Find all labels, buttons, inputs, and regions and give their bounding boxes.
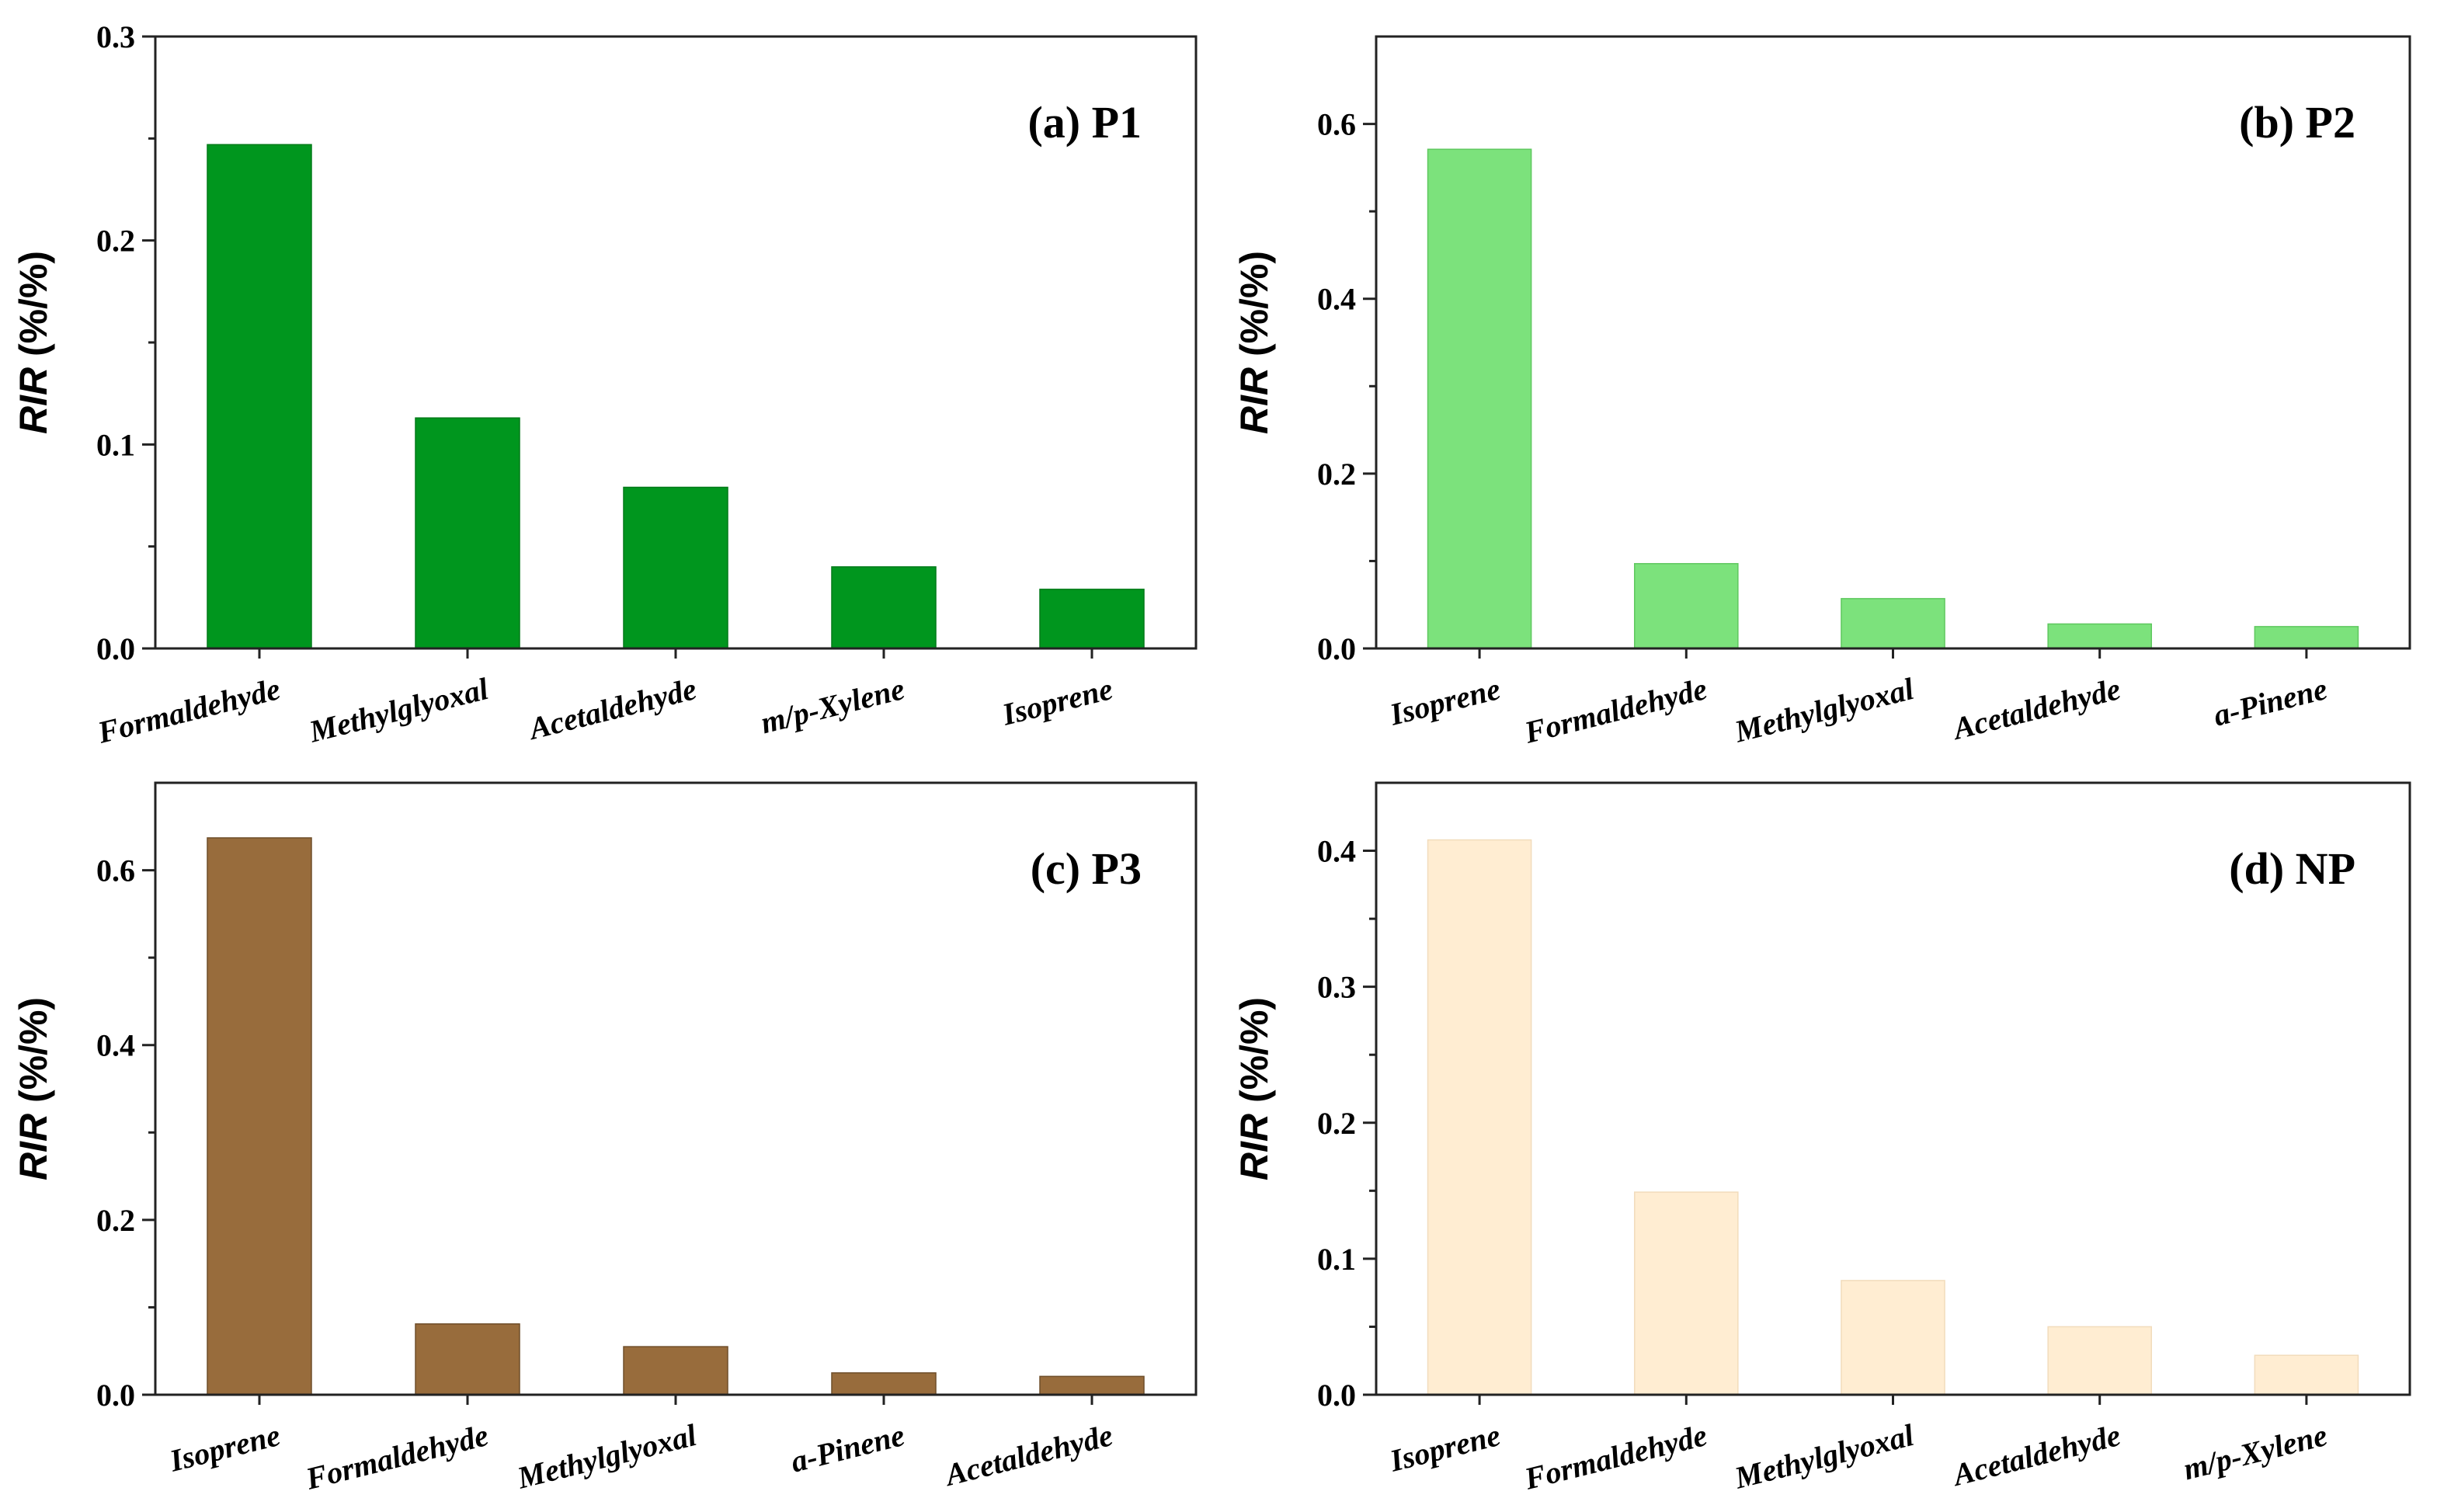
panel-title-b: (b) P2 [2239,97,2355,148]
bar-d-1 [1427,839,1532,1396]
y-tick-label-b: 0.4 [1317,282,1356,317]
x-category-label-d: m/p-Xylene [2180,1417,2331,1486]
x-category-label-a: Formaldehyde [93,671,283,750]
x-category-label-d: Methylglyoxal [1730,1417,1917,1496]
panel-b: 0.0 0.2 0.4 0.6 Isoprene Formaldehyde Methylgl… [1232,35,2411,750]
x-category-label-c: a-Pinene [787,1417,908,1479]
x-category-label-c: Acetaldehyde [940,1417,1116,1493]
x-category-label-b: a-Pinene [2210,671,2331,733]
bar-c-4 [831,1372,937,1396]
y-tick-label-a: 0.3 [96,19,135,54]
x-category-label-a: Acetaldehyde [523,671,700,747]
x-category-label-a: Methylglyoxal [305,671,492,749]
panel-a: 0.0 0.1 0.2 0.3 Formaldehyde Methylglyoxal Ace… [12,19,1198,750]
panel-title-a: (a) P1 [1027,97,1142,148]
x-category-label-b: Methylglyoxal [1730,671,1917,749]
y-tick-label-a: 0.0 [96,631,135,666]
bar-a-5 [1039,589,1145,649]
y-tick-label-d: 0.1 [1317,1242,1356,1277]
y-tick-label-d: 0.2 [1317,1106,1356,1141]
bar-c-2 [415,1323,520,1396]
x-category-label-c: Formaldehyde [301,1417,492,1496]
x-category-label-b: Acetaldehyde [1948,671,2124,747]
bar-b-2 [1634,563,1739,649]
bar-c-3 [623,1346,728,1396]
panel-c: 0.0 0.2 0.4 0.6 Isoprene Formaldehyde Methylgl… [12,781,1198,1496]
bar-a-4 [831,566,937,649]
bar-d-3 [1841,1280,1945,1396]
y-axis-label-c: RIR (%/%) [12,997,55,1180]
bar-a-1 [207,144,312,649]
bar-b-5 [2254,626,2359,649]
y-tick-label-c: 0.2 [96,1203,135,1238]
y-axis-label-b: RIR (%/%) [1232,251,1276,434]
y-tick-label-c: 0.6 [96,853,135,888]
bar-a-3 [623,486,728,649]
bar-a-2 [415,417,520,649]
bar-d-4 [2047,1326,2152,1396]
x-category-label-c: Isoprene [165,1417,283,1479]
bar-d-5 [2254,1354,2359,1396]
bar-b-4 [2047,623,2152,649]
y-tick-label-d: 0.3 [1317,970,1356,1005]
y-tick-label-d: 0.0 [1317,1378,1356,1413]
y-tick-label-b: 0.6 [1317,107,1356,142]
y-tick-label-b: 0.2 [1317,457,1356,492]
x-category-label-a: Isoprene [998,671,1116,732]
y-tick-label-c: 0.0 [96,1378,135,1413]
y-tick-label-b: 0.0 [1317,631,1356,666]
panel-d: 0.0 0.1 0.2 0.3 0.4 Isoprene Formaldehyde Methy… [1232,781,2411,1496]
y-axis-label-d: RIR (%/%) [1232,997,1276,1180]
x-category-label-d: Acetaldehyde [1948,1417,2124,1493]
panel-title-d: (d) NP [2229,843,2355,894]
y-tick-label-d: 0.4 [1317,834,1356,869]
bar-c-5 [1039,1375,1145,1396]
panel-title-c: (c) P3 [1031,843,1142,894]
y-axis-label-a: RIR (%/%) [12,251,55,434]
x-category-label-d: Isoprene [1385,1417,1504,1479]
bar-b-1 [1427,148,1532,649]
y-tick-label-a: 0.1 [96,427,135,462]
y-tick-label-c: 0.4 [96,1028,135,1063]
x-category-label-c: Methylglyoxal [513,1417,701,1496]
x-category-label-b: Isoprene [1385,671,1504,732]
y-tick-label-a: 0.2 [96,224,135,259]
x-category-label-b: Formaldehyde [1521,671,1711,750]
bar-b-3 [1841,598,1945,649]
x-category-label-a: m/p-Xylene [757,671,908,740]
bar-d-2 [1634,1191,1739,1396]
x-category-label-d: Formaldehyde [1521,1417,1711,1496]
bar-c-1 [207,837,312,1396]
